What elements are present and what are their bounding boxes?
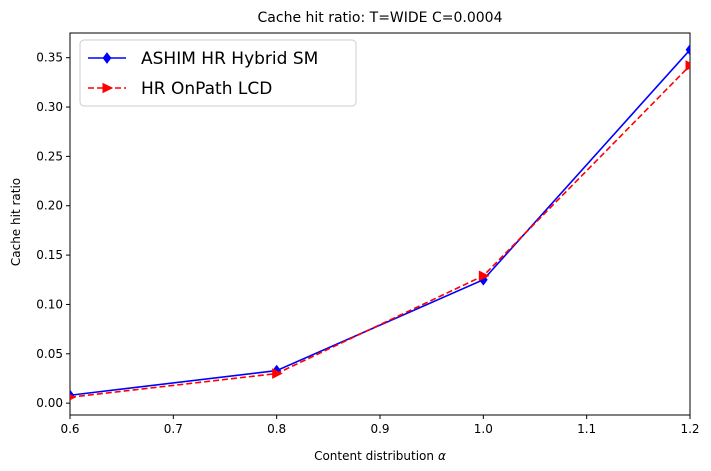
y-axis-label: Cache hit ratio [9, 178, 23, 266]
x-tick-label: 1.0 [474, 422, 493, 436]
legend-marker [102, 52, 112, 64]
x-tick-label: 0.8 [267, 422, 286, 436]
y-tick-label: 0.35 [36, 51, 63, 65]
series-line [70, 65, 690, 399]
chart-title: Cache hit ratio: T=WIDE C=0.0004 [258, 10, 503, 26]
series-layer [70, 43, 690, 402]
x-axis-label-text: Content distribution [314, 449, 434, 463]
series-line [70, 49, 690, 397]
y-tick-label: 0.10 [36, 297, 63, 311]
data-point [685, 43, 690, 56]
legend-label: ASHIM HR Hybrid SM [141, 49, 318, 69]
data-point [70, 394, 77, 401]
y-tick-label: 0.05 [36, 347, 63, 361]
x-axis-label: Content distribution α [314, 449, 446, 463]
y-tick-label: 0.15 [36, 248, 63, 262]
data-point [272, 368, 283, 379]
data-point [685, 60, 690, 71]
data-point [478, 270, 490, 282]
x-tick-label: 0.7 [164, 422, 183, 436]
x-tick-label: 0.9 [370, 422, 389, 436]
x-tick-label: 1.1 [577, 422, 596, 436]
legend-label: HR OnPath LCD [141, 79, 272, 99]
x-axis: 0.6 0.7 0.8 0.9 1.0 1.1 1.2 [60, 415, 700, 436]
y-tick-label: 0.30 [36, 100, 63, 114]
legend-marker [102, 82, 114, 94]
y-tick-label: 0.20 [36, 199, 63, 213]
legend-box [79, 39, 357, 107]
x-tick-label: 0.6 [60, 422, 79, 436]
y-axis: 0.00 0.05 0.10 0.15 0.20 0.25 0.30 0.35 [36, 51, 70, 410]
y-tick-label: 0.00 [36, 396, 63, 410]
x-tick-label: 1.2 [680, 422, 699, 436]
legend: ASHIM HR Hybrid SM HR OnPath LCD [79, 39, 357, 107]
series-2 [70, 60, 690, 401]
x-axis-label-symbol: α [438, 449, 446, 463]
y-tick-label: 0.25 [36, 149, 63, 163]
